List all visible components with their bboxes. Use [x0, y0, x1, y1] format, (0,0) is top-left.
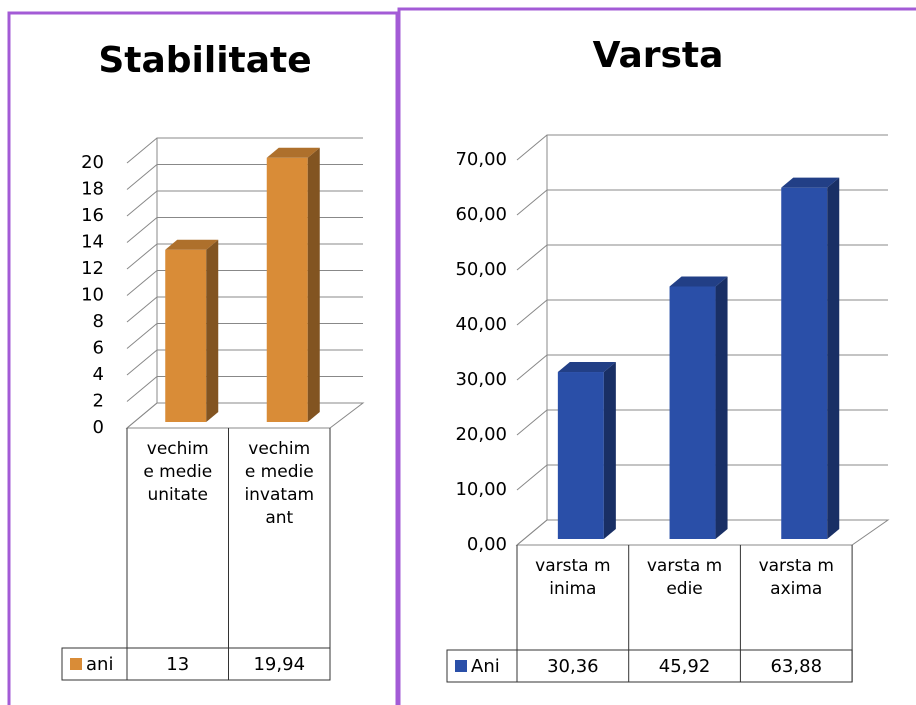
legend-swatch — [455, 660, 467, 672]
table-value: 45,92 — [659, 656, 711, 677]
y-tick-label: 30,00 — [455, 369, 507, 390]
bar-front — [266, 157, 308, 423]
bar-side — [827, 177, 840, 539]
bar-front — [781, 187, 828, 539]
x-tick-label: varsta medie — [646, 556, 723, 599]
x-tick-label: vechime medie invatamant — [244, 439, 315, 528]
x-tick-label: varsta minima — [535, 556, 611, 599]
table-value: 13 — [166, 654, 189, 675]
y-tick-label: 10,00 — [455, 479, 507, 500]
bar-front — [165, 249, 207, 422]
grid-line — [126, 270, 363, 296]
bar-side — [307, 147, 320, 423]
y-tick-label: 0 — [93, 417, 104, 438]
y-tick-label: 14 — [81, 232, 104, 253]
legend-row — [446, 649, 853, 683]
x-tick-label: varsta maxima — [758, 556, 834, 599]
y-tick-label: 70,00 — [455, 149, 507, 170]
grid-line — [516, 464, 888, 491]
y-tick-label: 20,00 — [455, 424, 507, 445]
bar — [165, 239, 219, 422]
bar — [781, 177, 840, 539]
grid-line — [516, 134, 888, 161]
y-tick-label: 40,00 — [455, 314, 507, 335]
bar — [557, 362, 616, 539]
category-cell: varsta maxima — [758, 556, 834, 599]
category-cell: varsta medie — [646, 556, 723, 599]
floor — [125, 402, 365, 429]
category-cell: vechime medie unitate — [143, 439, 213, 505]
y-tick-label: 18 — [81, 179, 104, 200]
grid-line — [516, 409, 888, 436]
x-tick-label: vechime medie unitate — [143, 439, 213, 505]
y-tick-label: 50,00 — [455, 259, 507, 280]
bar-side — [206, 239, 219, 422]
legend-swatch — [70, 658, 82, 670]
chart-title: Varsta — [593, 35, 724, 76]
grid-line — [516, 299, 888, 326]
chart-title: Stabilitate — [98, 40, 311, 81]
grid-line — [126, 217, 363, 243]
y-tick-label: 20 — [81, 152, 104, 173]
bar-top — [266, 147, 320, 158]
bar-top — [669, 276, 728, 287]
y-tick-label: 12 — [81, 258, 104, 279]
y-tick-label: 0,00 — [467, 534, 507, 555]
legend-label: Ani — [471, 656, 500, 677]
bar-top — [557, 362, 616, 373]
bar-front — [669, 286, 716, 539]
grid-line — [126, 349, 363, 376]
grid-line — [516, 519, 888, 546]
grid-line — [516, 354, 888, 381]
y-tick-label: 10 — [81, 285, 104, 306]
bar-top — [781, 177, 840, 188]
panel-border — [397, 7, 916, 705]
grid-line — [126, 323, 363, 349]
y-tick-label: 8 — [93, 311, 104, 332]
grid-line — [126, 402, 363, 429]
legend-label: ani — [86, 654, 113, 675]
y-tick-label: 60,00 — [455, 204, 507, 225]
grid-line — [516, 189, 888, 216]
bar — [669, 276, 728, 539]
grid-line — [126, 164, 363, 190]
bar-top — [165, 239, 219, 250]
grid-line — [126, 376, 363, 402]
bar-front — [557, 372, 604, 539]
y-tick-label: 4 — [93, 364, 104, 385]
table-value: 30,36 — [547, 656, 599, 677]
category-cell: varsta minima — [535, 556, 611, 599]
grid-line — [126, 137, 363, 164]
grid-line — [126, 296, 363, 323]
grid-line — [126, 190, 363, 217]
y-tick-label: 16 — [81, 205, 104, 226]
panel-border — [7, 11, 399, 705]
y-tick-label: 6 — [93, 338, 104, 359]
table-value: 19,94 — [253, 654, 305, 675]
y-tick-label: 2 — [93, 391, 104, 412]
grid-line — [516, 244, 888, 271]
bar — [266, 147, 320, 423]
grid-line — [126, 243, 363, 270]
bar-side — [603, 362, 616, 539]
table-value: 63,88 — [770, 656, 822, 677]
legend-row — [61, 647, 331, 681]
bar-side — [715, 276, 728, 539]
category-cell: vechime medie invatamant — [244, 439, 315, 528]
